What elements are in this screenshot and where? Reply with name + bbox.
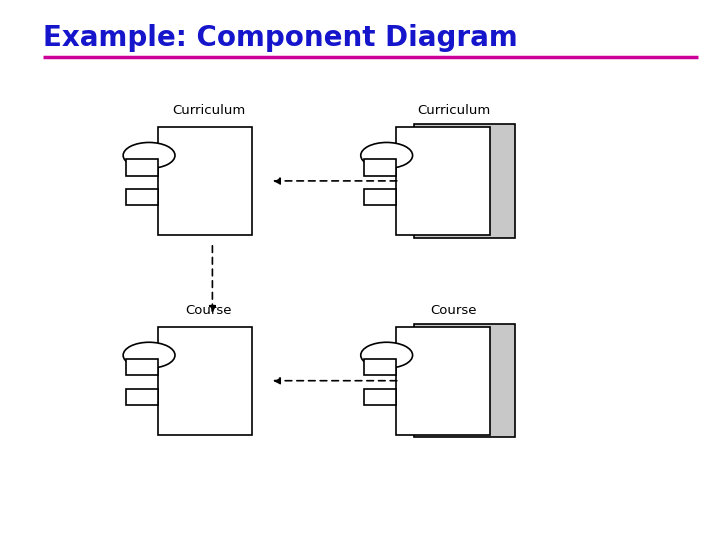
Bar bbox=[364, 359, 396, 375]
Bar bbox=[158, 327, 252, 435]
Bar bbox=[414, 124, 515, 238]
Text: Curriculum: Curriculum bbox=[417, 104, 490, 117]
Text: Course: Course bbox=[186, 304, 232, 317]
Ellipse shape bbox=[123, 143, 175, 168]
Bar bbox=[126, 359, 158, 375]
Bar bbox=[364, 389, 396, 405]
Bar bbox=[396, 127, 490, 235]
Bar bbox=[126, 189, 158, 205]
Ellipse shape bbox=[361, 143, 413, 168]
Text: Curriculum: Curriculum bbox=[172, 104, 246, 117]
Bar bbox=[414, 324, 515, 437]
Ellipse shape bbox=[123, 342, 175, 368]
Bar bbox=[364, 189, 396, 205]
Bar bbox=[158, 127, 252, 235]
Bar bbox=[126, 159, 158, 176]
Ellipse shape bbox=[361, 342, 413, 368]
Bar bbox=[364, 159, 396, 176]
Text: Example: Component Diagram: Example: Component Diagram bbox=[43, 24, 518, 52]
Bar bbox=[396, 327, 490, 435]
Bar bbox=[126, 389, 158, 405]
Text: Course: Course bbox=[431, 304, 477, 317]
